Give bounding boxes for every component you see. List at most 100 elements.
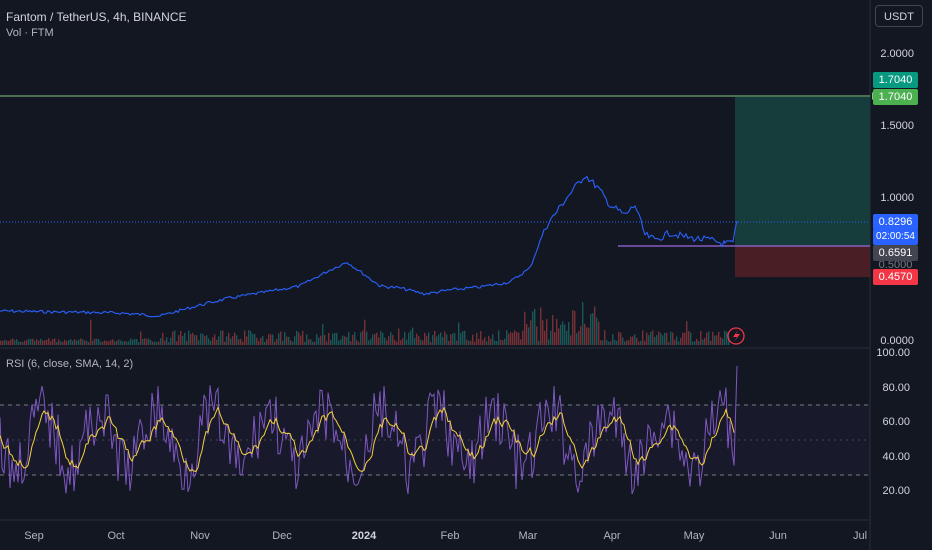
rsi-tick: 80.00 (882, 382, 910, 394)
price-line (0, 175, 738, 318)
volume-bar (614, 339, 616, 345)
volume-indicator-label[interactable]: Vol · FTM (6, 27, 54, 39)
volume-bar (532, 311, 534, 345)
volume-bar (442, 337, 444, 345)
volume-bar (440, 332, 442, 345)
volume-bar (434, 330, 436, 345)
volume-bar (268, 334, 270, 345)
volume-bar (700, 331, 702, 345)
volume-bar (154, 341, 156, 345)
volume-bar (250, 331, 252, 345)
volume-bar (232, 336, 234, 345)
volume-bar (182, 335, 184, 345)
volume-bar (686, 321, 688, 345)
time-tick: May (683, 530, 705, 542)
volume-bar (464, 330, 466, 345)
volume-bar (650, 332, 652, 345)
volume-bar (670, 331, 672, 345)
volume-bar (584, 323, 586, 345)
volume-bar (664, 332, 666, 345)
volume-bar (690, 332, 692, 345)
volume-bar (38, 340, 40, 345)
volume-bar (630, 336, 632, 345)
volume-bar (556, 318, 558, 345)
volume-bar (590, 313, 592, 345)
target-price-tag[interactable]: 1.7040 (873, 72, 918, 88)
stop-price-tag[interactable]: 0.4570 (873, 269, 918, 285)
volume-bar (552, 315, 554, 345)
volume-bar (72, 340, 74, 345)
volume-bar (320, 335, 322, 345)
volume-bar (50, 341, 52, 345)
volume-bar (260, 337, 262, 345)
volume-bar (512, 332, 514, 345)
volume-bar (570, 335, 572, 345)
volume-bar (36, 339, 38, 345)
volume-bar (478, 338, 480, 345)
volume-bar (160, 338, 162, 345)
volume-bar (118, 339, 120, 345)
profit-zone[interactable] (735, 97, 870, 246)
volume-bar (520, 339, 522, 345)
rsi-indicator-label[interactable]: RSI (6, close, SMA, 14, 2) (6, 358, 134, 370)
currency-button[interactable]: USDT (875, 5, 923, 27)
volume-bar (572, 310, 574, 345)
volume-bar (390, 332, 392, 345)
volume-bar (270, 334, 272, 345)
volume-bar (450, 334, 452, 345)
entry-price-tag[interactable]: 0.6591 (873, 245, 918, 261)
volume-bar (210, 340, 212, 345)
volume-bar (528, 327, 530, 345)
volume-bar (82, 339, 84, 345)
volume-bar (258, 340, 260, 345)
symbol-title[interactable]: Fantom / TetherUS, 4h, BINANCE (6, 10, 187, 24)
target-line-tag[interactable]: 1.7040 (873, 89, 918, 105)
volume-bar (274, 341, 276, 345)
volume-bar (644, 341, 646, 345)
volume-bar (16, 339, 18, 345)
volume-bar (372, 334, 374, 345)
volume-bar (716, 335, 718, 345)
volume-bar (348, 332, 350, 345)
volume-bar (228, 332, 230, 345)
volume-bar (170, 337, 172, 345)
volume-bar (620, 332, 622, 345)
volume-bar (474, 341, 476, 345)
price-tick: 1.5000 (880, 120, 914, 132)
volume-bar (554, 332, 556, 345)
volume-bar (362, 330, 364, 345)
volume-bar (296, 330, 298, 345)
volume-bar (198, 340, 200, 345)
current-price-tag[interactable]: 0.8296 (873, 214, 918, 230)
lightning-icon[interactable] (727, 327, 745, 345)
volume-bar (656, 335, 658, 345)
volume-bar (418, 335, 420, 345)
volume-bar (272, 334, 274, 345)
volume-bar (162, 332, 164, 345)
volume-bar (374, 334, 376, 345)
volume-bar (138, 342, 140, 345)
volume-bar (638, 341, 640, 345)
volume-bar (350, 341, 352, 345)
volume-bar (574, 311, 576, 345)
volume-bar (414, 338, 416, 345)
volume-bar (222, 330, 224, 345)
loss-zone[interactable] (735, 246, 870, 277)
volume-bar (598, 321, 600, 345)
volume-bar (40, 338, 42, 345)
volume-bar (500, 339, 502, 345)
volume-bar (140, 331, 142, 345)
volume-bar (240, 338, 242, 345)
volume-bar (208, 338, 210, 345)
volume-bar (98, 339, 100, 345)
volume-bar (712, 331, 714, 345)
volume-bar (74, 339, 76, 345)
volume-bar (10, 339, 12, 345)
volume-bar (522, 330, 524, 345)
volume-bar (640, 340, 642, 345)
volume-bar (618, 331, 620, 345)
time-tick: Dec (272, 530, 292, 542)
volume-bar (192, 332, 194, 345)
volume-bar (494, 340, 496, 345)
